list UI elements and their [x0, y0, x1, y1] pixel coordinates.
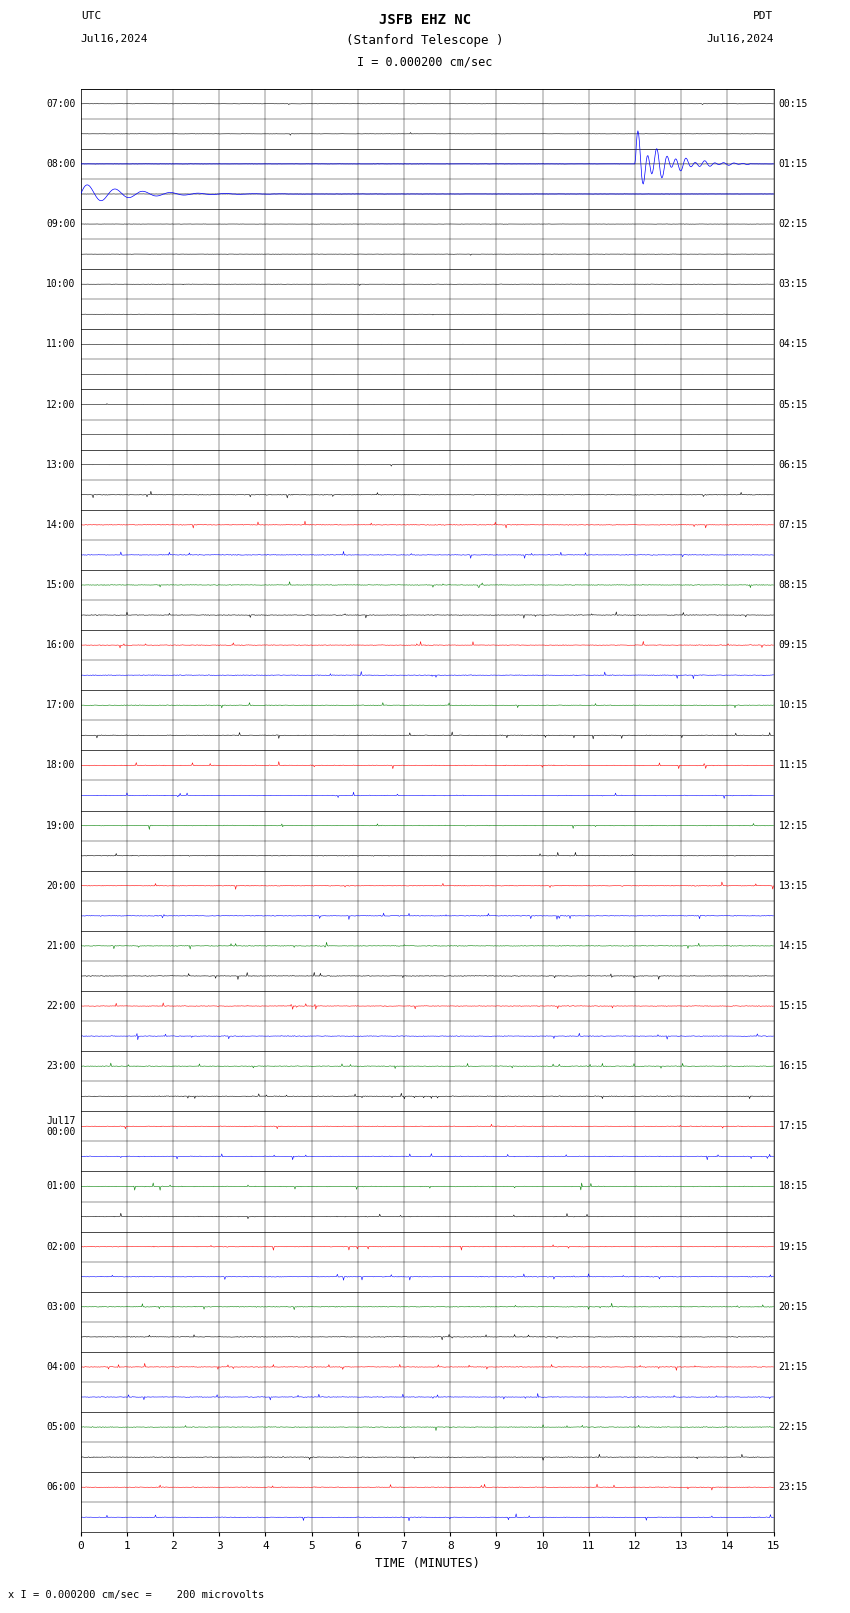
Text: 12:15: 12:15 — [779, 821, 808, 831]
Text: 15:15: 15:15 — [779, 1002, 808, 1011]
Text: 09:00: 09:00 — [46, 219, 76, 229]
Text: 16:00: 16:00 — [46, 640, 76, 650]
Text: 23:15: 23:15 — [779, 1482, 808, 1492]
X-axis label: TIME (MINUTES): TIME (MINUTES) — [375, 1557, 479, 1569]
Text: 22:15: 22:15 — [779, 1423, 808, 1432]
Text: 08:15: 08:15 — [779, 581, 808, 590]
Text: I = 0.000200 cm/sec: I = 0.000200 cm/sec — [357, 55, 493, 68]
Text: 11:15: 11:15 — [779, 760, 808, 771]
Text: 04:15: 04:15 — [779, 339, 808, 350]
Text: 07:15: 07:15 — [779, 519, 808, 529]
Text: 13:00: 13:00 — [46, 460, 76, 469]
Text: 09:15: 09:15 — [779, 640, 808, 650]
Text: 16:15: 16:15 — [779, 1061, 808, 1071]
Text: (Stanford Telescope ): (Stanford Telescope ) — [346, 34, 504, 47]
Text: 08:00: 08:00 — [46, 160, 76, 169]
Text: 23:00: 23:00 — [46, 1061, 76, 1071]
Text: 17:15: 17:15 — [779, 1121, 808, 1131]
Text: 18:00: 18:00 — [46, 760, 76, 771]
Text: 14:15: 14:15 — [779, 940, 808, 952]
Text: Jul16,2024: Jul16,2024 — [81, 34, 148, 44]
Text: 02:00: 02:00 — [46, 1242, 76, 1252]
Text: 21:15: 21:15 — [779, 1361, 808, 1373]
Text: x I = 0.000200 cm/sec =    200 microvolts: x I = 0.000200 cm/sec = 200 microvolts — [8, 1590, 264, 1600]
Text: 21:00: 21:00 — [46, 940, 76, 952]
Text: 19:00: 19:00 — [46, 821, 76, 831]
Text: 03:00: 03:00 — [46, 1302, 76, 1311]
Text: 02:15: 02:15 — [779, 219, 808, 229]
Text: 06:15: 06:15 — [779, 460, 808, 469]
Text: 07:00: 07:00 — [46, 98, 76, 108]
Text: Jul17
00:00: Jul17 00:00 — [46, 1116, 76, 1137]
Text: 01:00: 01:00 — [46, 1181, 76, 1192]
Text: 12:00: 12:00 — [46, 400, 76, 410]
Text: 05:15: 05:15 — [779, 400, 808, 410]
Text: 05:00: 05:00 — [46, 1423, 76, 1432]
Text: JSFB EHZ NC: JSFB EHZ NC — [379, 13, 471, 27]
Text: 22:00: 22:00 — [46, 1002, 76, 1011]
Text: 19:15: 19:15 — [779, 1242, 808, 1252]
Text: 10:15: 10:15 — [779, 700, 808, 710]
Text: 14:00: 14:00 — [46, 519, 76, 529]
Text: 20:00: 20:00 — [46, 881, 76, 890]
Text: 18:15: 18:15 — [779, 1181, 808, 1192]
Text: PDT: PDT — [753, 11, 774, 21]
Text: 10:00: 10:00 — [46, 279, 76, 289]
Text: 03:15: 03:15 — [779, 279, 808, 289]
Text: 01:15: 01:15 — [779, 160, 808, 169]
Text: UTC: UTC — [81, 11, 101, 21]
Text: 13:15: 13:15 — [779, 881, 808, 890]
Text: 17:00: 17:00 — [46, 700, 76, 710]
Text: 20:15: 20:15 — [779, 1302, 808, 1311]
Text: 04:00: 04:00 — [46, 1361, 76, 1373]
Text: 11:00: 11:00 — [46, 339, 76, 350]
Text: 06:00: 06:00 — [46, 1482, 76, 1492]
Text: 00:15: 00:15 — [779, 98, 808, 108]
Text: 15:00: 15:00 — [46, 581, 76, 590]
Text: Jul16,2024: Jul16,2024 — [706, 34, 774, 44]
